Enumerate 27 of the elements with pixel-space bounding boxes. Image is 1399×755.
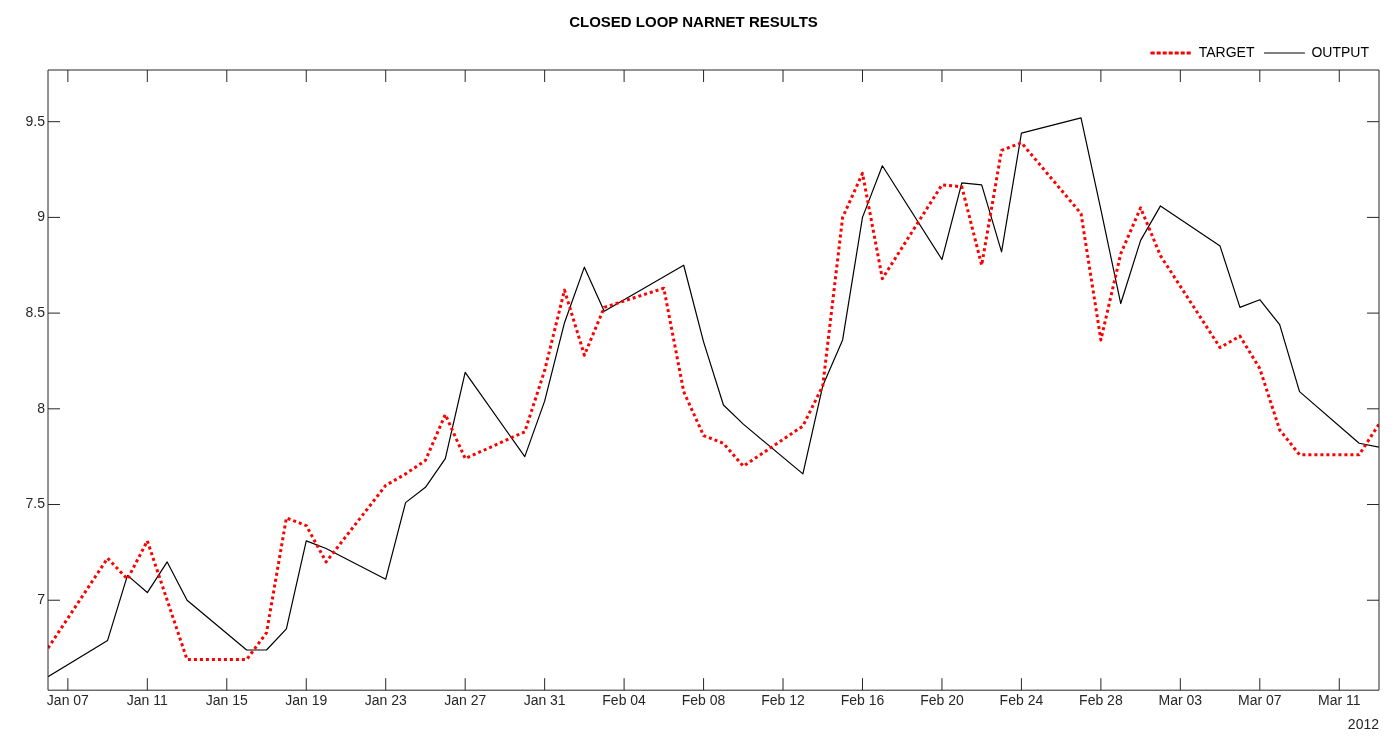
x-tick-label: Mar 03 (1158, 692, 1203, 709)
x-tick-label: Feb 24 (999, 692, 1044, 709)
x-tick-label: Mar 11 (1318, 692, 1361, 709)
x-tick-label: Jan 27 (444, 692, 487, 709)
x-tick-label: Jan 31 (523, 692, 566, 709)
y-tick-label: 9.5 (25, 112, 46, 129)
x-tick-label: Feb 04 (602, 692, 647, 709)
x-tick-label: Mar 07 (1238, 692, 1282, 709)
x-tick-label: Feb 08 (681, 692, 726, 709)
y-tick-label: 9 (37, 208, 46, 225)
y-tick-label: 8 (37, 399, 46, 416)
x-tick-label: Feb 12 (761, 692, 806, 709)
x-tick-label: Feb 16 (840, 692, 885, 709)
x-tick-label: Feb 28 (1079, 692, 1123, 709)
x-tick-label: Jan 11 (126, 692, 169, 709)
text: 2012 (1347, 716, 1380, 733)
legend-label: TARGET (1198, 43, 1255, 60)
x-tick-label: Feb 20 (920, 692, 964, 709)
y-tick-label: 7.5 (25, 495, 46, 512)
y-tick-label: 8.5 (25, 303, 46, 320)
x-tick-label: Jan 15 (205, 692, 249, 709)
legend-label: OUTPUT (1311, 43, 1370, 60)
x-tick-label: Jan 23 (364, 692, 407, 709)
y-tick-label: 7 (37, 591, 46, 608)
chart-title: CLOSED LOOP NARNET RESULTS (569, 13, 818, 31)
x-tick-label: Jan 07 (46, 692, 90, 709)
x-tick-label: Jan 19 (285, 692, 328, 709)
